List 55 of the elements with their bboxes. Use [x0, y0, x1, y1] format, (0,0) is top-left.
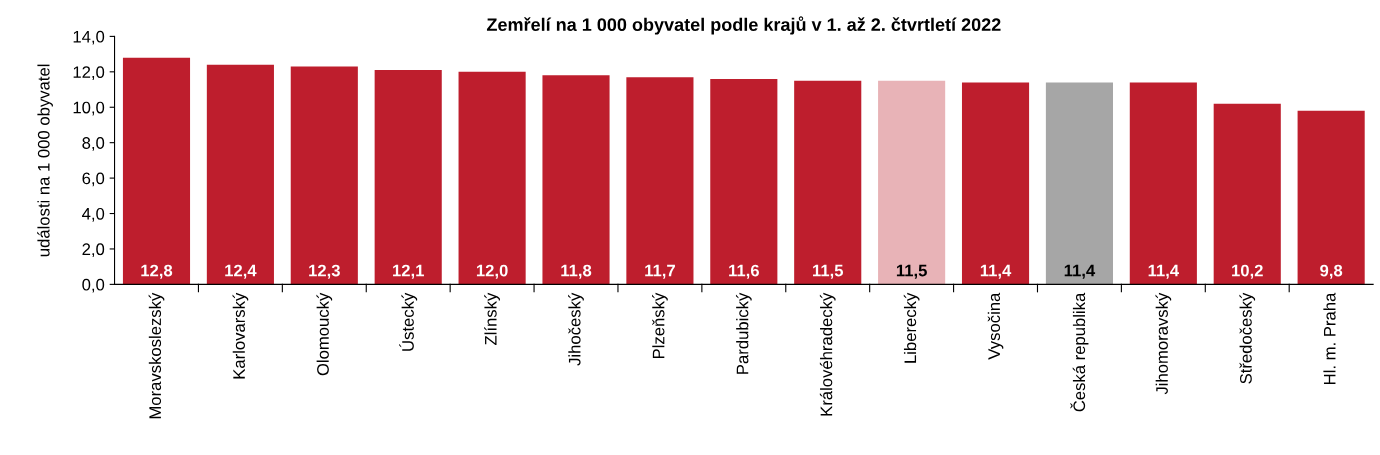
data-label: 11,4 — [980, 264, 1012, 279]
bar — [1129, 82, 1197, 285]
y-tick-label: 0,0 — [82, 278, 105, 293]
bar — [374, 70, 442, 285]
y-tick-label: 4,0 — [82, 207, 105, 222]
bar — [1045, 82, 1113, 285]
bar — [458, 71, 526, 285]
x-tick-label: Vysočina — [987, 292, 1004, 360]
data-label: 12,0 — [476, 264, 508, 279]
y-tick-label: 6,0 — [82, 172, 105, 187]
data-label: 12,4 — [225, 264, 257, 279]
x-tick-label: Jihomoravský — [1155, 292, 1172, 395]
data-label: 11,4 — [1148, 264, 1180, 279]
x-tick-label: Ústecký — [399, 292, 418, 351]
bar — [122, 57, 191, 285]
data-label: 12,1 — [393, 264, 424, 279]
x-tick-label: Olomoucký — [316, 292, 333, 376]
bar — [206, 64, 274, 285]
x-tick-label: Středočeský — [1239, 292, 1256, 384]
data-label: 10,2 — [1232, 264, 1263, 279]
data-label: 11,5 — [813, 264, 844, 279]
x-tick-label: Zlínský — [484, 292, 500, 345]
x-tick-label: Česká republika — [1070, 292, 1089, 412]
y-tick-label: 14,0 — [73, 30, 105, 45]
bar — [794, 80, 862, 285]
bar — [290, 66, 358, 285]
data-label: 11,8 — [561, 264, 592, 279]
x-tick-label: Jihočeský — [568, 292, 584, 366]
data-label: 11,4 — [1064, 264, 1096, 279]
bar — [878, 80, 946, 285]
y-tick-label: 2,0 — [82, 243, 105, 258]
bar — [1213, 103, 1281, 285]
data-label: 11,5 — [896, 264, 927, 279]
x-tick-label: Liberecký — [903, 292, 920, 363]
x-tick-label: Karlovarský — [232, 292, 249, 379]
y-axis-title: události na 1 000 obyvatel — [37, 64, 53, 257]
chart-title: Zemřelí na 1 000 obyvatel podle krajů v 1. až 2. čtvrtletí 2022 — [486, 16, 1001, 35]
bar — [1297, 110, 1365, 285]
bar — [710, 78, 778, 285]
data-label: 11,7 — [645, 264, 675, 279]
bar — [542, 75, 610, 285]
data-label: 12,3 — [309, 264, 340, 279]
data-label: 11,6 — [729, 264, 759, 279]
x-tick-label: Plzeňský — [652, 292, 668, 359]
bar — [626, 77, 694, 285]
bar — [961, 82, 1030, 285]
x-tick-label: Moravskoslezský — [148, 292, 165, 419]
data-label: 12,8 — [141, 264, 173, 279]
x-tick-label: Královéhradecký — [819, 292, 836, 416]
x-tick-label: Hl. m. Praha — [1323, 292, 1336, 384]
y-tick-label: 8,0 — [82, 137, 105, 151]
y-tick-label: 10,0 — [73, 101, 105, 116]
y-tick-label: 12,0 — [73, 66, 105, 80]
data-label: 9,8 — [1320, 264, 1343, 279]
x-tick-label: Pardubický — [735, 292, 752, 374]
